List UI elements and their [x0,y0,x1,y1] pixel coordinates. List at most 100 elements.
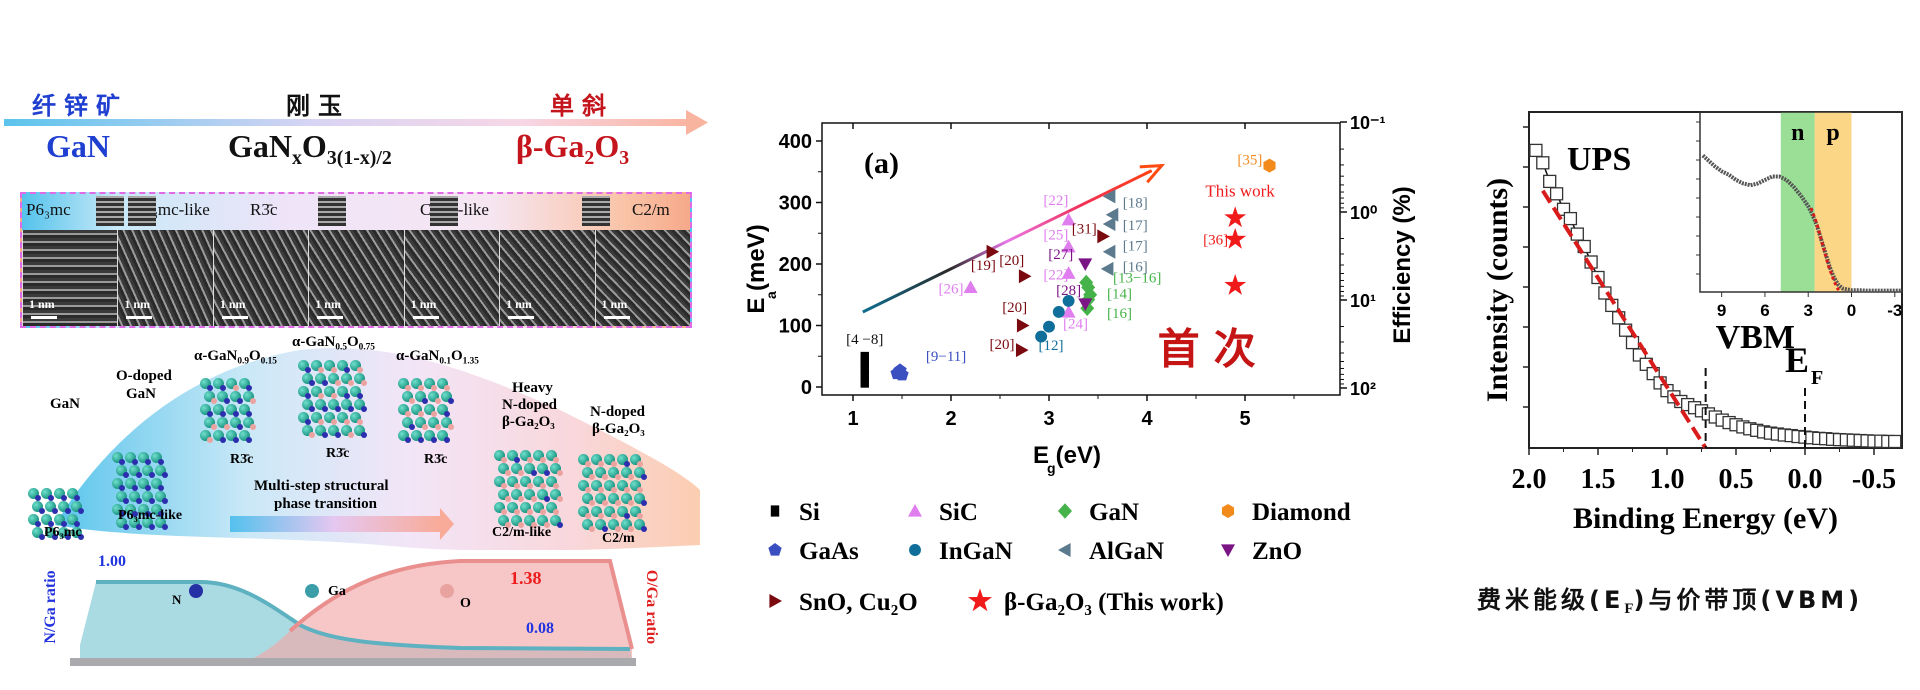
inset-frame [1699,111,1903,293]
o-atom [501,457,507,463]
hrtem-inset-thumbnail [582,196,610,226]
hrtem-strip: 1 nm 1 nm 1 nm 1 nm 1 nm 1 nm 1 nm P6₃mc P6₃mc-… [20,192,692,328]
n-atom [145,459,151,465]
ga-atom [213,430,224,441]
ga-atom [54,514,65,525]
n-atom [119,511,125,517]
data-label: [28] [1056,283,1081,299]
scale-bar [317,316,344,319]
series-gaas: [9−11] [890,349,966,381]
o-atom [527,483,533,489]
n-atom [309,380,315,386]
scale-bar-label: 1 nm [124,297,151,311]
o-atom [628,500,634,506]
a1-o: O [249,348,261,364]
ga-atom [213,404,224,415]
legend-label: GaAs [799,538,859,565]
ga-atom [428,417,439,428]
o-atom [505,496,511,502]
o-atom [233,385,239,391]
n-atom [136,472,142,478]
data-point [1097,229,1110,244]
hrtem-phase-label: R3̄c [250,200,278,219]
vbm-label: VBM [1716,319,1795,356]
ga-atom [533,450,544,461]
ga-atom [116,491,127,502]
ga-atom [578,480,589,491]
n-atom [39,508,45,514]
x-axis-title: E (eV) [1033,442,1101,469]
ga-atom [337,412,348,423]
ga-atom [424,378,435,389]
ga-atom [354,425,365,436]
ga-atom [129,517,140,528]
n-atom [162,524,168,530]
y-tick-label: 300 [779,193,812,215]
scale-bar [508,316,535,319]
ga-atom [239,378,250,389]
scatter-chart: 1 2 3 4 5 0 100 200 300 400 10⁻¹ 10⁰ 10¹ 10² E (meV)a E… [743,113,1416,616]
a3-sub2: 1.35 [462,356,479,367]
struct-label-gan: GaN [50,396,80,412]
group-r3c-1: R3̄c [230,452,254,467]
data-label: [36] [1203,232,1228,248]
data-point [963,280,978,293]
n-ratio-start: 1.00 [98,553,126,570]
o-atom [585,487,591,493]
legend-label: GaN [1089,499,1139,526]
struct-label-heavy-3: β-Ga₂O₃ [502,414,555,430]
atom-o-label: O [460,596,471,611]
o-atom [331,393,337,399]
y-axis-title-sub: a [763,291,779,299]
label-corundum: 刚玉 [286,92,350,120]
ga-atom [350,386,361,397]
ga-atom [608,519,619,530]
atom-cluster [112,452,174,532]
ga-atom [341,373,352,384]
ga-atom [315,399,326,410]
n-atom [544,470,550,476]
struct-label-ndoped-2: β-Ga₂O₃ [592,421,645,437]
ga-atom [411,378,422,389]
o-atom [615,474,621,480]
o-atom [527,509,533,515]
n-atom [48,495,54,501]
o-atom [628,474,634,480]
ga-atom [28,514,39,525]
data-point [895,367,909,381]
ga-atom [533,502,544,513]
series-si: [4 −8] [846,332,883,388]
o-atom [624,487,630,493]
o-atom [348,380,354,386]
a3-o: O [451,348,463,364]
n-atom [246,437,252,443]
inset-x-tick-label: 9 [1717,301,1726,320]
atom-cluster [28,488,90,548]
y-tick-label: 0 [801,377,812,399]
trend-arrow-line [862,169,1153,314]
a1-sub2: 0.15 [260,356,277,367]
ga-atom [634,467,645,478]
ga-atom [298,360,309,371]
ga-atom [398,430,409,441]
scale-bar-label: 1 nm [506,297,532,311]
hrtem-inset-thumbnail [96,196,124,226]
n-atom [132,459,138,465]
data-point [860,351,869,364]
o-atom [211,398,217,404]
series--ga2o3-this-work-: [36] [1203,206,1247,295]
n-atom [237,398,243,404]
ga-atom [411,430,422,441]
group-r3c-3: R3̄c [424,452,448,467]
x-tick-label: 4 [1141,408,1153,430]
series-sno-cu2o: [19] [20][20][20][31] [971,221,1110,358]
ef-label-sub: F [1811,367,1823,389]
ga-atom [604,506,615,517]
n-atom [641,526,647,532]
struct-label-heavy-1: Heavy [512,380,553,396]
phase-arrow [4,110,708,135]
o-atom [637,487,643,493]
data-label: [9−11] [926,349,966,365]
inset-x-tick-label: -3 [1887,301,1902,320]
n-atom [61,495,67,501]
